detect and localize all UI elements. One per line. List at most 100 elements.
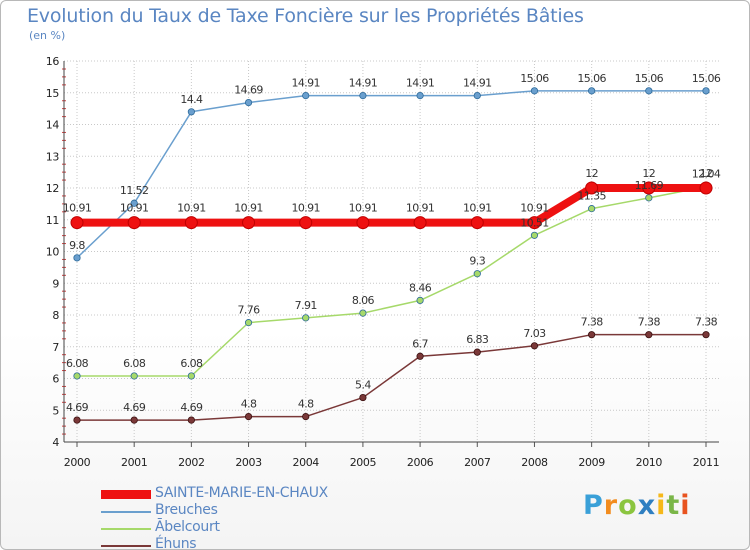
data-label: 14.91	[463, 77, 492, 90]
data-label: 9.8	[69, 239, 85, 252]
data-label: 14.91	[406, 77, 435, 90]
data-label: 10.91	[63, 202, 92, 215]
data-point	[127, 216, 141, 230]
data-label: 4.69	[66, 401, 89, 414]
legend-label-ehuns: Éhuns	[155, 536, 197, 550]
data-label: 10.91	[520, 202, 549, 215]
x-tick-label: 2005	[350, 456, 377, 469]
x-tick-label: 2003	[235, 456, 262, 469]
data-label: 7.38	[695, 316, 718, 329]
tick-labels-layer: 4 5 6 7 8 9 10 11 12 13 14 15 16 2000 2001 2002 2003 2004…	[46, 55, 720, 469]
data-label: 10.91	[406, 202, 435, 215]
data-point	[130, 416, 138, 424]
logo-letter: o	[618, 490, 638, 521]
logo-letter: i	[656, 490, 667, 521]
data-label: 5.4	[355, 379, 371, 392]
y-tick-label: 4	[52, 436, 59, 449]
data-point	[302, 412, 310, 421]
data-point	[473, 92, 481, 100]
data-label: 12.04	[692, 168, 721, 181]
y-tick-label: 9	[52, 277, 59, 290]
data-point	[416, 92, 424, 100]
proxiti-logo: Proxiti	[583, 490, 691, 521]
data-label: 7.38	[581, 316, 604, 329]
data-label: 6.7	[412, 337, 428, 350]
data-label: 6.08	[66, 357, 89, 370]
data-point	[527, 216, 541, 230]
data-label: 15.06	[692, 72, 721, 85]
data-point	[299, 216, 313, 230]
data-label: 15.06	[520, 72, 549, 85]
data-label: 4.69	[180, 401, 203, 414]
data-point	[359, 92, 367, 100]
legend-swatch-ehuns	[101, 545, 151, 547]
data-label: 11.69	[635, 179, 664, 192]
data-point	[530, 231, 539, 239]
data-point	[588, 87, 596, 95]
data-point	[642, 181, 656, 195]
data-point	[473, 270, 481, 278]
chart-title: Evolution du Taux de Taxe Foncière sur l…	[27, 5, 584, 27]
data-label: 10.91	[120, 202, 149, 215]
y-tick-label: 12	[46, 182, 59, 195]
data-point	[645, 87, 653, 95]
data-point	[73, 372, 81, 380]
y-tick-label: 6	[52, 373, 59, 386]
data-label: 7.91	[295, 299, 317, 312]
data-label: 6.83	[466, 333, 489, 346]
data-point	[416, 296, 424, 304]
legend-label-sainte-marie: SAINTE-MARIE-EN-CHAUX	[155, 485, 328, 501]
data-point	[699, 181, 713, 195]
x-tick-label: 2002	[178, 456, 204, 469]
y-tick-label: 8	[52, 309, 59, 322]
data-label: 6.08	[180, 357, 203, 370]
data-point	[73, 416, 81, 424]
data-point	[702, 331, 710, 339]
data-point	[359, 393, 367, 402]
legend-swatch-breuches	[101, 511, 151, 513]
data-point	[130, 372, 138, 380]
data-label: 7.03	[523, 327, 546, 340]
data-label: 14.69	[234, 84, 263, 97]
data-label: 10.91	[234, 202, 263, 215]
data-point	[588, 331, 596, 339]
data-label: 15.06	[577, 72, 606, 85]
data-point	[645, 331, 653, 339]
axes	[62, 61, 719, 447]
data-point	[187, 108, 195, 116]
data-point	[416, 352, 424, 360]
y-tick-label: 15	[46, 87, 60, 100]
grid-lines	[64, 60, 719, 443]
data-label: 4.8	[241, 398, 257, 411]
x-tick-label: 2000	[64, 456, 91, 469]
x-tick-label: 2011	[693, 456, 719, 469]
data-label: 10.91	[291, 202, 320, 215]
data-label: 11.52	[120, 184, 149, 197]
data-label: 15.06	[635, 72, 664, 85]
series-line-3	[77, 333, 706, 421]
x-tick-label: 2008	[521, 456, 548, 469]
logo-letter: i	[680, 490, 691, 521]
x-tick-label: 2010	[636, 456, 663, 469]
data-point	[73, 254, 81, 262]
data-label: 12	[700, 167, 713, 180]
y-tick-label: 13	[46, 150, 60, 163]
series-line-1	[76, 90, 706, 259]
series-layer	[70, 87, 713, 424]
legend-swatch-sainte-marie	[101, 490, 151, 499]
data-point	[242, 216, 256, 230]
data-point	[130, 199, 138, 207]
y-tick-label: 5	[52, 404, 59, 417]
legend-label-breuches: Breuches	[155, 502, 218, 518]
x-tick-label: 2006	[407, 456, 434, 469]
data-point	[244, 412, 253, 421]
data-point	[187, 372, 195, 380]
data-label: 14.4	[180, 93, 203, 106]
data-label: 6.08	[123, 357, 146, 370]
data-label: 11.35	[577, 190, 606, 203]
data-label: 7.38	[638, 316, 661, 329]
logo-letter: t	[666, 490, 681, 521]
data-label: 7.76	[237, 304, 260, 317]
